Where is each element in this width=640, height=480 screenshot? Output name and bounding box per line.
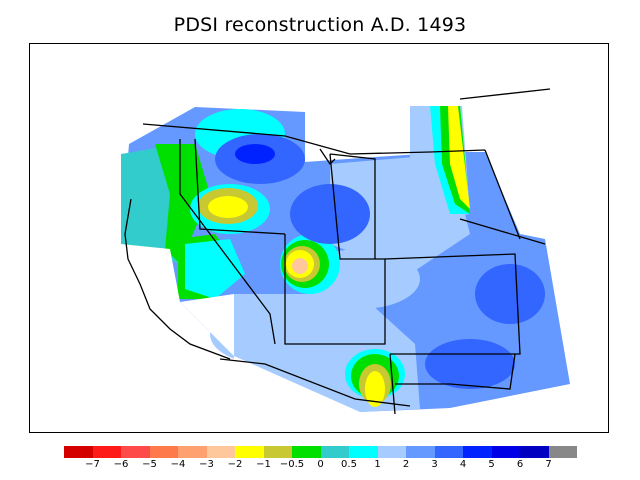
- legend-swatch: [377, 446, 406, 458]
- pdsi-field: [121, 106, 570, 432]
- map-title: PDSI reconstruction A.D. 1493: [173, 14, 467, 36]
- field-yellow-south: [365, 371, 385, 407]
- field-yellow-north: [208, 196, 248, 218]
- field-lightblue-sw: [210, 304, 320, 364]
- legend-tick-label: 6: [516, 459, 524, 470]
- legend-tick-label: 5: [488, 459, 495, 470]
- canada-border: [142, 123, 486, 155]
- legend-swatch: [463, 446, 492, 458]
- color-legend: [64, 446, 577, 458]
- legend-tick-label: −5: [142, 459, 157, 470]
- pdsi-map: [121, 88, 570, 432]
- wyoming-border: [329, 153, 376, 259]
- legend-swatch: [92, 446, 121, 458]
- legend-ticks: −7 −6 −5 −4 −3 −2 −1 −0.5 0 0.5 1 2 3 4 5 6 7: [64, 459, 577, 473]
- legend-tick-label: −4: [170, 459, 186, 470]
- pacific-coastline: [124, 198, 231, 360]
- colorado-border: [384, 253, 521, 355]
- mexico-border: [219, 358, 411, 407]
- field-ne-yellow: [448, 106, 470, 209]
- legend-swatch: [406, 446, 435, 458]
- legend-tick-label: 0.5: [341, 459, 357, 470]
- field-blue-e: [475, 264, 545, 324]
- legend-swatch: [520, 446, 549, 458]
- legend-tick-label: −1: [256, 459, 271, 470]
- canada-border-east: [459, 88, 551, 100]
- mask-mexico: [230, 356, 360, 432]
- dakota-border: [484, 149, 521, 240]
- legend-tick-label: −7: [85, 459, 100, 470]
- legend-swatch: [292, 446, 321, 458]
- legend-tick-label: −2: [227, 459, 243, 470]
- legend-swatch: [491, 446, 520, 458]
- legend-tick-label: −6: [113, 459, 129, 470]
- legend-swatch: [206, 446, 235, 458]
- legend-swatch: [235, 446, 264, 458]
- state-borders: [124, 88, 551, 415]
- field-deepblue-north: [235, 144, 275, 164]
- legend-swatch: [121, 446, 150, 458]
- legend-tick-label: −0.5: [279, 459, 305, 470]
- legend-tick-label: 0: [317, 459, 324, 470]
- great-salt-lake: [319, 148, 336, 166]
- map-panel: [29, 43, 609, 433]
- legend-tick-label: −3: [199, 459, 214, 470]
- legend-tick-label: 1: [374, 459, 381, 470]
- legend-swatch: [548, 446, 577, 458]
- legend-tick-label: 4: [459, 459, 467, 470]
- nebraska-border: [459, 218, 546, 245]
- legend-swatch: [149, 446, 178, 458]
- field-cyan-west: [185, 239, 245, 299]
- idaho-border: [194, 138, 286, 235]
- field-blue-ne: [290, 184, 370, 244]
- legend-swatch: [178, 446, 207, 458]
- legend-tick-label: 7: [545, 459, 552, 470]
- utah-border: [284, 153, 386, 345]
- legend-tick-label: 3: [431, 459, 438, 470]
- nm-texas-border: [395, 353, 516, 390]
- field-green-west: [155, 144, 210, 264]
- legend-swatch: [64, 446, 93, 458]
- legend-swatch: [320, 446, 349, 458]
- field-blue-se: [425, 339, 515, 389]
- legend-swatch: [434, 446, 463, 458]
- field-peach-center: [292, 258, 308, 274]
- california-nevada-border: [179, 139, 276, 345]
- legend-tick-label: 2: [402, 459, 410, 470]
- mask-ocean: [121, 244, 234, 356]
- legend-swatch: [349, 446, 378, 458]
- legend-swatch: [263, 446, 292, 458]
